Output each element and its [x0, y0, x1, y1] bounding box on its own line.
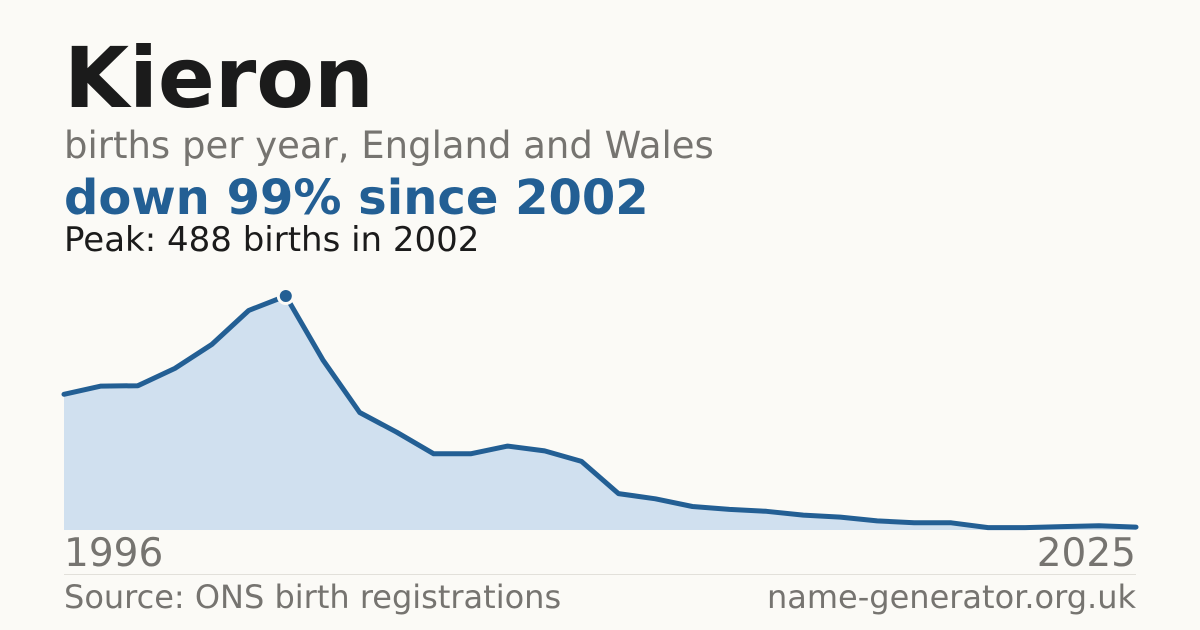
- data-point-2017: [838, 515, 843, 520]
- peak-annotation: Peak: 488 births in 2002: [64, 220, 480, 260]
- page-title: Kieron: [64, 29, 374, 127]
- x-tick-label-end: 2025: [1036, 531, 1136, 576]
- data-point-2020: [949, 520, 954, 525]
- data-point-2006: [431, 451, 436, 456]
- data-point-2021: [986, 525, 991, 530]
- peak-marker: [276, 287, 295, 305]
- data-point-2018: [875, 518, 880, 523]
- data-point-2015: [764, 509, 769, 514]
- site-credit: name-generator.org.uk: [766, 578, 1136, 616]
- chart-subtitle: births per year, England and Wales: [64, 124, 714, 167]
- x-tick-label-start: 1996: [64, 531, 164, 576]
- footer-divider: [64, 574, 1136, 575]
- source-credit: Source: ONS birth registrations: [64, 578, 562, 616]
- data-point-2007: [468, 451, 473, 456]
- trend-headline: down 99% since 2002: [64, 170, 649, 226]
- data-point-2013: [690, 504, 695, 509]
- data-point-2014: [727, 507, 732, 512]
- data-point-2000: [209, 342, 214, 347]
- births-series-line: [61, 293, 1139, 531]
- data-point-2024: [1097, 523, 1101, 528]
- data-point-2005: [394, 430, 399, 435]
- data-point-2004: [357, 410, 362, 415]
- births-area-fill: [64, 296, 1136, 530]
- data-point-2008: [505, 444, 510, 449]
- data-point-2025: [1134, 525, 1138, 530]
- data-point-1997: [99, 384, 103, 389]
- data-point-1998: [135, 383, 140, 388]
- data-point-2023: [1060, 524, 1065, 529]
- data-point-1996: [62, 392, 66, 397]
- data-point-2016: [801, 513, 806, 518]
- data-point-2010: [579, 459, 584, 464]
- data-point-2003: [320, 357, 325, 362]
- data-point-2022: [1023, 525, 1028, 530]
- data-point-2001: [246, 308, 251, 313]
- data-point-2019: [912, 520, 917, 525]
- data-point-2011: [616, 491, 621, 496]
- data-point-2009: [542, 448, 547, 453]
- data-point-1999: [172, 366, 177, 371]
- data-point-2012: [653, 496, 658, 501]
